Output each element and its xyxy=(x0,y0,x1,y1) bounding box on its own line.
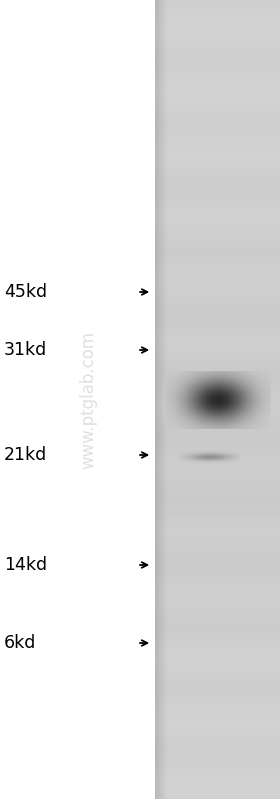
Text: 31kd: 31kd xyxy=(4,341,47,359)
Text: 21kd: 21kd xyxy=(4,446,47,464)
Text: 6kd: 6kd xyxy=(4,634,36,652)
Text: 45kd: 45kd xyxy=(4,283,47,301)
Text: www.ptglab.com: www.ptglab.com xyxy=(79,331,97,469)
Text: 14kd: 14kd xyxy=(4,556,47,574)
